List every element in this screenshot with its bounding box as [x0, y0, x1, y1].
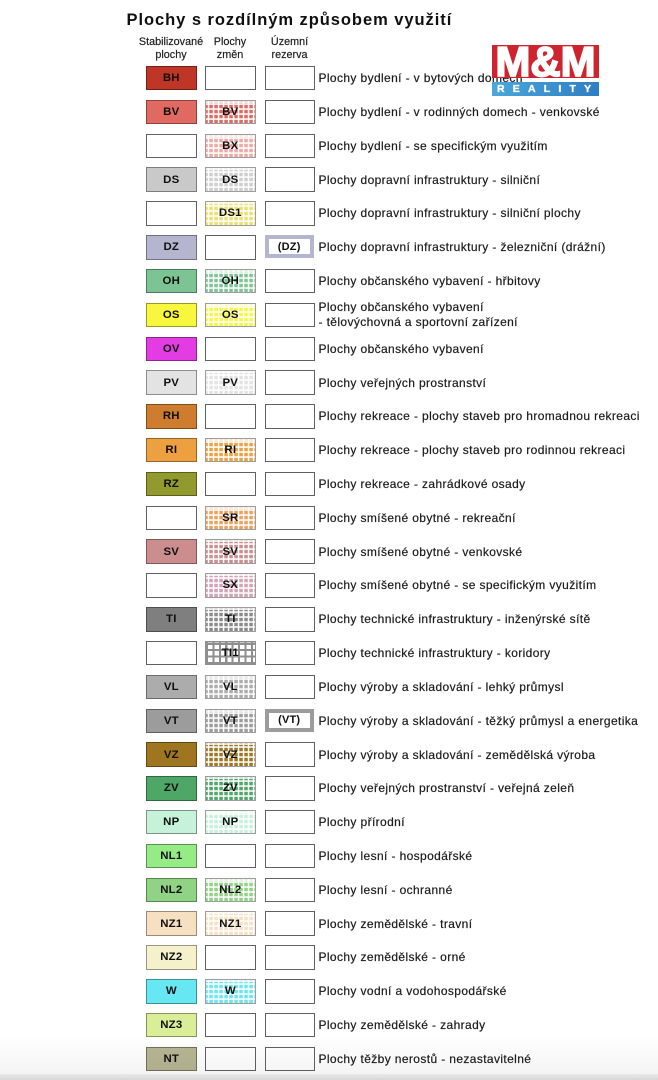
- svg-text:M&M: M&M: [496, 38, 596, 85]
